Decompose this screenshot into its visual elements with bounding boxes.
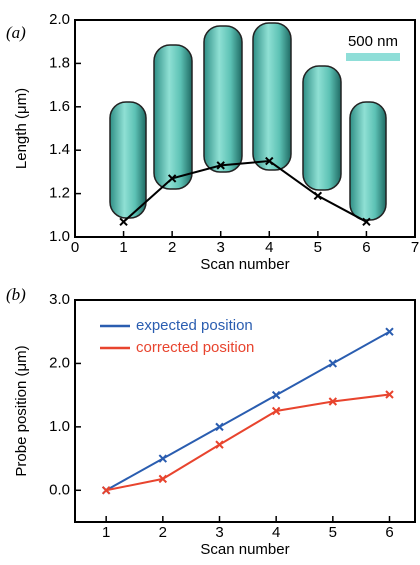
marker xyxy=(313,191,323,200)
legend-label: expected position xyxy=(136,317,253,334)
x-tick-label: 4 xyxy=(265,239,273,256)
marker xyxy=(271,406,281,416)
plot-frame xyxy=(74,299,416,523)
cell-image xyxy=(252,22,292,171)
legend-label: corrected position xyxy=(136,339,254,356)
series-line xyxy=(122,160,367,223)
cell-image xyxy=(203,25,243,173)
y-tick-label: 1.2 xyxy=(49,185,70,202)
y-tick-label: 1.6 xyxy=(49,98,70,115)
y-tick-label: 2.0 xyxy=(49,354,70,371)
y-axis-label: Length (μm) xyxy=(13,88,30,169)
panel-label: (a) xyxy=(6,23,26,42)
scale-bar xyxy=(346,53,400,61)
panel-label: (b) xyxy=(6,285,26,304)
marker xyxy=(158,454,168,463)
x-tick-label: 5 xyxy=(314,239,322,256)
y-tick-label: 1.0 xyxy=(49,418,70,435)
y-tick-label: 1.0 xyxy=(49,228,70,245)
plot-frame xyxy=(74,19,416,238)
y-tick-label: 1.8 xyxy=(49,54,70,71)
marker xyxy=(215,440,224,449)
x-tick-label: 6 xyxy=(385,524,393,541)
x-tick-label: 2 xyxy=(159,524,167,541)
x-tick-label: 2 xyxy=(168,239,176,256)
marker xyxy=(216,161,225,170)
marker xyxy=(265,156,274,166)
y-tick-label: 0.0 xyxy=(49,481,70,498)
x-tick-label: 7 xyxy=(411,239,419,256)
marker xyxy=(119,217,128,227)
series-line xyxy=(105,393,390,492)
cell-image xyxy=(153,44,193,190)
marker xyxy=(271,390,281,400)
marker xyxy=(167,174,177,183)
x-tick-label: 3 xyxy=(217,239,225,256)
y-axis-label: Probe position (μm) xyxy=(13,345,30,476)
x-tick-label: 1 xyxy=(102,524,110,541)
x-tick-label: 4 xyxy=(272,524,280,541)
x-tick-label: 6 xyxy=(362,239,370,256)
x-axis-label: Scan number xyxy=(200,256,289,273)
cell-image xyxy=(302,65,342,191)
marker xyxy=(328,397,338,406)
x-tick-label: 0 xyxy=(71,239,79,256)
x-tick-label: 5 xyxy=(329,524,337,541)
cell-images xyxy=(109,22,387,221)
marker xyxy=(158,474,168,484)
marker xyxy=(385,327,394,336)
marker xyxy=(385,390,394,399)
y-tick-label: 3.0 xyxy=(49,291,70,308)
y-tick-label: 1.4 xyxy=(49,141,70,158)
y-tick-label: 2.0 xyxy=(49,11,70,28)
marker xyxy=(215,422,224,432)
marker xyxy=(101,486,111,495)
scale-bar-label: 500 nm xyxy=(348,33,398,50)
marker xyxy=(362,217,371,227)
cell-image xyxy=(349,101,387,221)
series-line xyxy=(105,330,390,492)
x-tick-label: 1 xyxy=(119,239,127,256)
marker xyxy=(328,359,338,368)
x-tick-label: 3 xyxy=(215,524,223,541)
x-axis-label: Scan number xyxy=(200,541,289,558)
cell-image xyxy=(109,101,147,219)
